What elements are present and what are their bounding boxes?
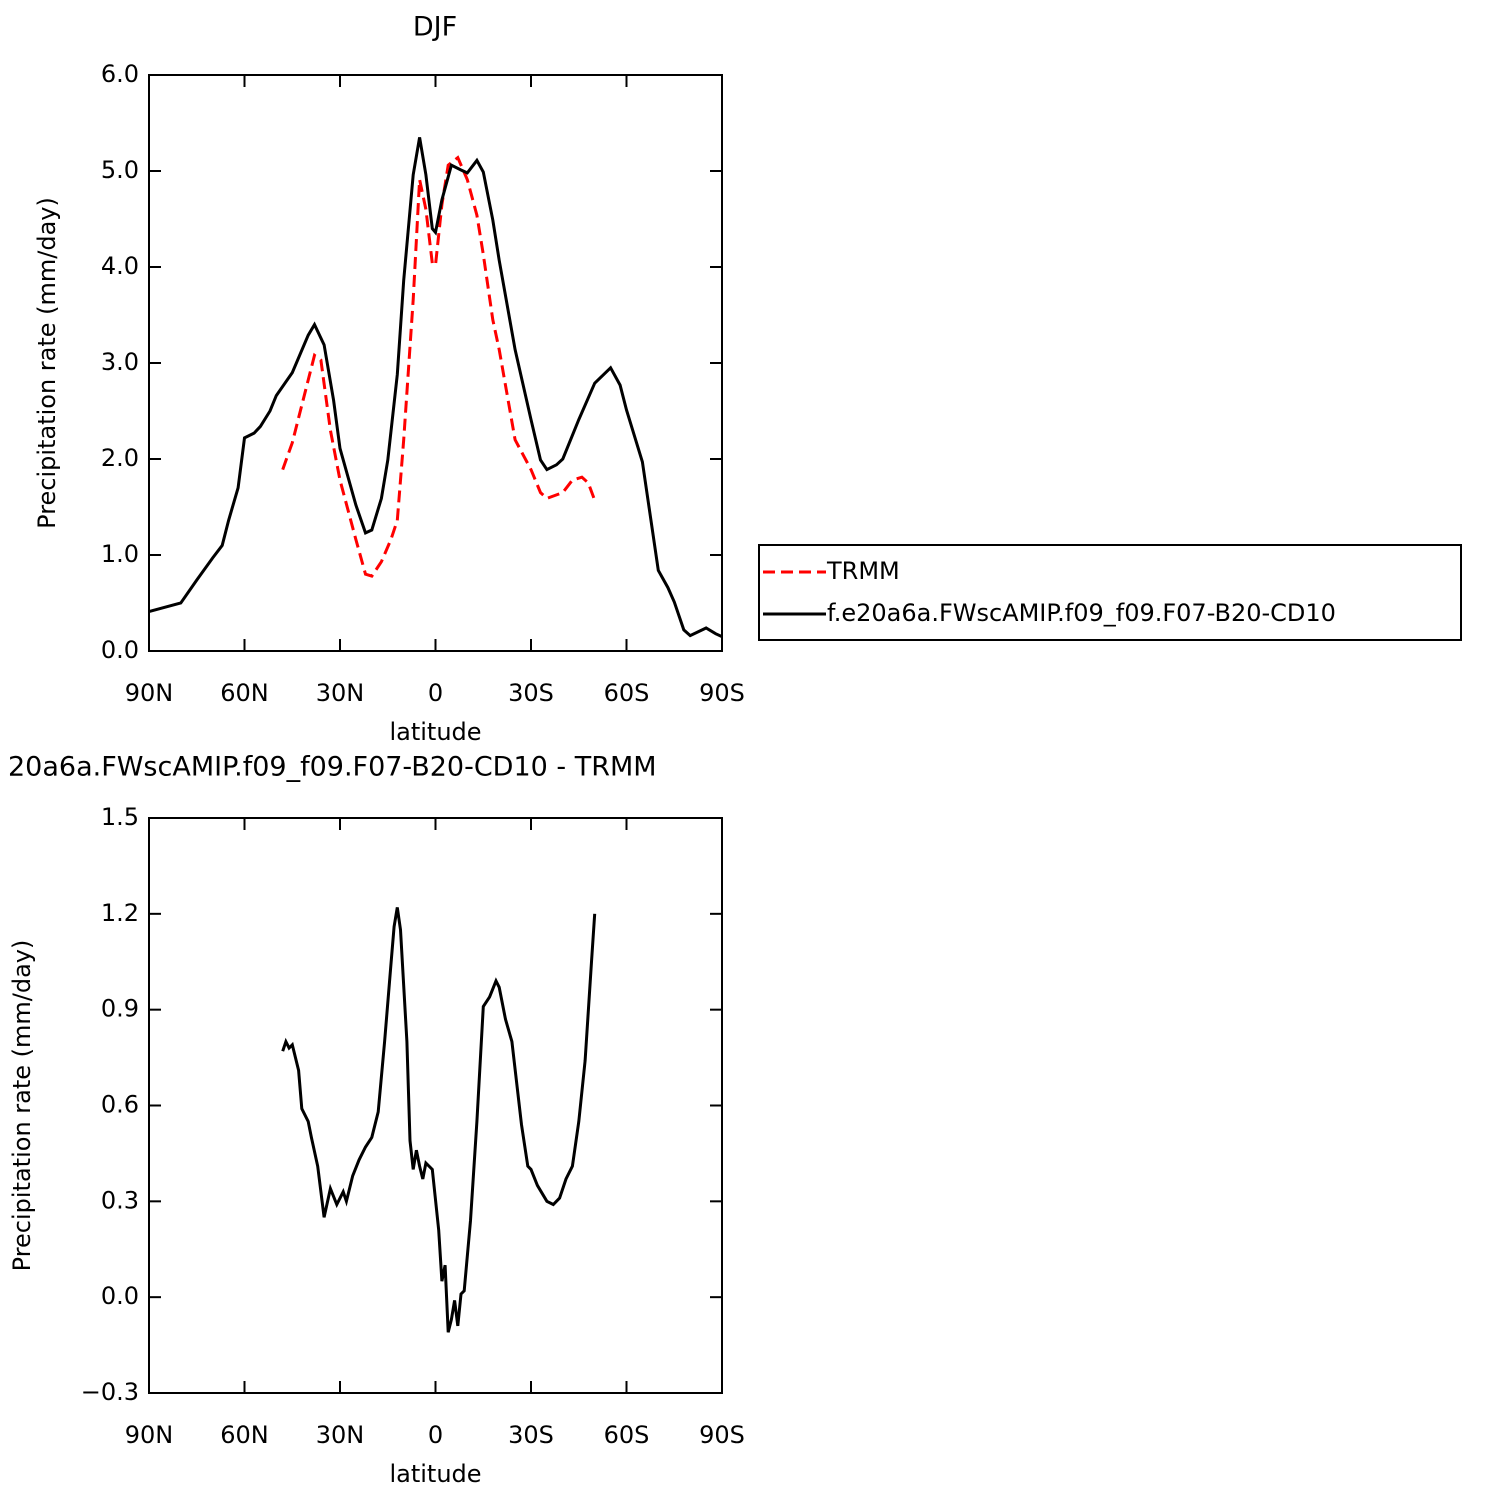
x-tick-label: 90N [125,679,174,707]
x-tick-label: 60N [220,679,269,707]
y-tick-label: 0.0 [101,1282,139,1310]
y-tick-label: 0.0 [101,636,139,664]
chart-title: 20a6a.FWscAMIP.f09_f09.F07-B20-CD10 - TR… [8,752,657,783]
x-tick-label: 0 [428,679,443,707]
y-tick-label: 5.0 [101,156,139,184]
legend-box [758,544,1462,641]
x-tick-label: 0 [428,1421,443,1449]
plot-frame [148,74,723,652]
y-axis-label: Precipitation rate (mm/day) [8,940,36,1272]
y-tick-label: 6.0 [101,60,139,88]
series-line [148,137,723,638]
x-tick-label: 30S [508,1421,554,1449]
y-axis-label: Precipitation rate (mm/day) [33,197,61,529]
series-line [281,907,597,1333]
y-tick-label: 3.0 [101,348,139,376]
x-tick-label: 30N [316,1421,365,1449]
y-tick-label: 2.0 [101,444,139,472]
y-tick-label: 4.0 [101,252,139,280]
y-tick-label: 0.9 [101,995,139,1023]
x-tick-label: 90S [699,1421,745,1449]
plot-frame [148,817,723,1394]
y-tick-label: 1.2 [101,899,139,927]
series-line [281,155,597,578]
legend-label: TRMM [826,557,900,585]
x-tick-label: 60S [604,679,650,707]
x-axis-label: latitude [389,718,481,746]
y-tick-label: 1.0 [101,540,139,568]
y-tick-label: 1.5 [101,803,139,831]
chart-title: DJF [413,12,457,43]
x-tick-label: 30N [316,679,365,707]
y-tick-label: 0.6 [101,1091,139,1119]
y-tick-label: 0.3 [101,1186,139,1214]
legend-label: f.e20a6a.FWscAMIP.f09_f09.F07-B20-CD10 [827,599,1336,627]
x-tick-label: 90N [125,1421,174,1449]
x-tick-label: 60N [220,1421,269,1449]
x-tick-label: 90S [699,679,745,707]
x-axis-label: latitude [389,1460,481,1488]
x-tick-label: 60S [604,1421,650,1449]
y-tick-label: −0.3 [81,1378,139,1406]
x-tick-label: 30S [508,679,554,707]
